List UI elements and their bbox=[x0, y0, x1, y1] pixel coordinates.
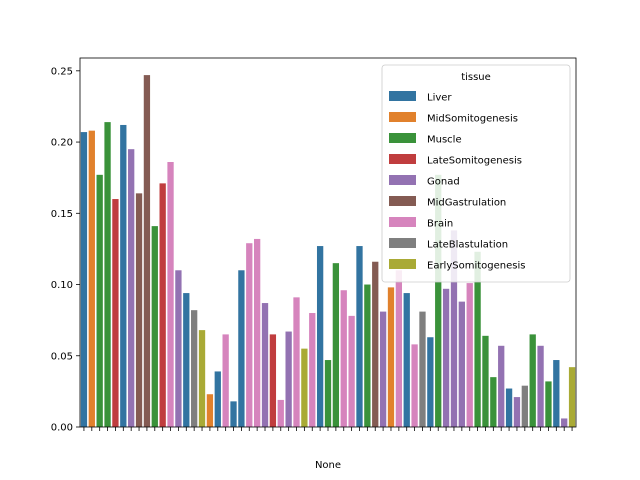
legend-entry-label: MidGastrulation bbox=[427, 198, 506, 209]
bar-brain bbox=[246, 243, 253, 427]
bar-liver bbox=[427, 337, 434, 427]
bar-lateblastulation bbox=[521, 385, 528, 427]
bar-brain bbox=[411, 344, 418, 427]
legend-entry-label: Gonad bbox=[427, 177, 460, 188]
bar-muscle bbox=[324, 360, 332, 427]
bar-muscle bbox=[529, 334, 536, 427]
legend-swatch bbox=[389, 175, 416, 185]
bar-brain bbox=[277, 399, 284, 427]
legend-entry-label: EarlySomitogenesis bbox=[427, 261, 525, 272]
bar-liver bbox=[316, 246, 324, 427]
y-tick-label: 0.10 bbox=[51, 280, 73, 291]
bar-muscle bbox=[482, 335, 489, 427]
bar-brain bbox=[293, 297, 300, 427]
bar-gonad bbox=[561, 418, 568, 427]
legend-entry-label: LateSomitogenesis bbox=[427, 156, 522, 167]
bar-midgastrulation bbox=[143, 75, 151, 427]
legend-swatch bbox=[389, 238, 416, 248]
legend-entry-label: MidSomitogenesis bbox=[427, 114, 518, 125]
bar-brain bbox=[395, 270, 403, 427]
bar-brain bbox=[253, 238, 261, 427]
bar-liver bbox=[238, 270, 245, 427]
bar-liver bbox=[80, 132, 88, 427]
legend-swatch bbox=[389, 154, 416, 164]
legend-entry-label: LateBlastulation bbox=[427, 240, 508, 251]
legend-swatch bbox=[389, 217, 416, 227]
plot-frame bbox=[79, 57, 577, 428]
bar-muscle bbox=[545, 381, 552, 427]
bar-midgastrulation bbox=[372, 261, 379, 427]
bar-midgastrulation bbox=[135, 193, 143, 427]
x-axis bbox=[83, 427, 573, 431]
bar-brain bbox=[340, 290, 347, 427]
y-tick-label: 0.15 bbox=[51, 209, 73, 220]
bar-liver bbox=[356, 246, 363, 427]
bar-gonad bbox=[175, 270, 182, 427]
bar-latesomitogenesis bbox=[112, 199, 119, 427]
x-axis-label: None bbox=[315, 460, 341, 471]
bar-muscle bbox=[151, 226, 158, 427]
legend-entry-label: Brain bbox=[427, 219, 453, 230]
legend: tissue Liver MidSomitogenesis Muscle LateSo… bbox=[381, 64, 571, 283]
y-tick-label: 0.05 bbox=[51, 351, 73, 362]
bar-liver bbox=[230, 401, 237, 427]
bar-gonad bbox=[458, 301, 465, 427]
legend-entry-label: Liver bbox=[427, 93, 452, 104]
bar-brain bbox=[348, 315, 355, 427]
bar-liver bbox=[505, 388, 513, 427]
bar-liver bbox=[183, 293, 190, 427]
bar-gonad bbox=[128, 149, 135, 427]
legend-swatch bbox=[389, 196, 416, 206]
legend-title: tissue bbox=[461, 72, 491, 83]
y-axis: 0.00 0.05 0.10 0.15 0.20 0.25 bbox=[51, 66, 80, 434]
bar-earlysomitogenesis bbox=[301, 348, 308, 427]
bar-gonad bbox=[537, 345, 544, 427]
legend-entry-label: Muscle bbox=[427, 135, 462, 146]
bar-lateblastulation bbox=[191, 310, 198, 427]
y-tick-label: 0.00 bbox=[51, 423, 73, 434]
bar-gonad bbox=[513, 397, 521, 427]
legend-swatch bbox=[389, 112, 416, 122]
legend-box bbox=[381, 64, 571, 283]
bar-midsomitogenesis bbox=[206, 394, 214, 427]
bars-group bbox=[80, 75, 576, 428]
bar-liver bbox=[403, 293, 410, 427]
bar-muscle bbox=[490, 377, 497, 427]
bar-brain bbox=[167, 162, 174, 427]
bar-muscle bbox=[364, 284, 371, 427]
y-tick-label: 0.25 bbox=[51, 66, 73, 77]
bar-gonad bbox=[450, 230, 458, 427]
bar-latesomitogenesis bbox=[269, 334, 277, 427]
legend-swatch bbox=[389, 259, 416, 269]
bar-earlysomitogenesis bbox=[568, 367, 576, 427]
bar-gonad bbox=[442, 288, 450, 427]
bar-brain bbox=[466, 283, 473, 427]
bar-liver bbox=[553, 360, 560, 427]
bar-midsomitogenesis bbox=[387, 287, 395, 427]
bar-muscle bbox=[332, 263, 340, 427]
bar-gonad bbox=[498, 345, 505, 427]
legend-swatch bbox=[389, 91, 416, 101]
bar-muscle bbox=[474, 251, 481, 427]
bar-gonad bbox=[379, 311, 387, 427]
bar-liver bbox=[120, 124, 127, 428]
y-tick-label: 0.20 bbox=[51, 138, 73, 149]
bar-muscle bbox=[96, 174, 103, 427]
bar-muscle bbox=[435, 174, 442, 427]
bar-latesomitogenesis bbox=[159, 183, 166, 427]
bar-lateblastulation bbox=[419, 311, 426, 427]
bar-midsomitogenesis bbox=[88, 130, 95, 427]
bar-brain bbox=[222, 334, 229, 427]
bar-liver bbox=[214, 371, 221, 427]
bar-muscle bbox=[104, 122, 111, 428]
bar-gonad bbox=[285, 331, 292, 427]
bar-earlysomitogenesis bbox=[198, 330, 206, 427]
bar-gonad bbox=[261, 303, 269, 427]
legend-swatch bbox=[389, 133, 416, 143]
bar-brain bbox=[309, 313, 316, 427]
